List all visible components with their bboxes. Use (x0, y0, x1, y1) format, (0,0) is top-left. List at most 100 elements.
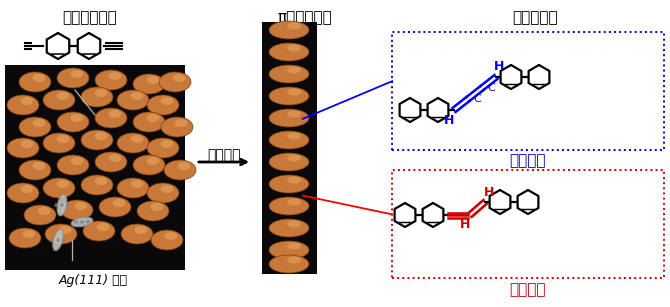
Text: クムレン: クムレン (510, 153, 546, 168)
Ellipse shape (287, 22, 301, 29)
Text: エンイン: エンイン (510, 282, 546, 297)
Ellipse shape (56, 135, 70, 143)
Ellipse shape (135, 226, 147, 234)
Ellipse shape (287, 154, 301, 161)
Ellipse shape (147, 183, 179, 203)
Ellipse shape (165, 232, 178, 240)
Ellipse shape (164, 160, 196, 180)
Ellipse shape (161, 185, 174, 193)
Text: H: H (444, 114, 454, 126)
Ellipse shape (133, 155, 165, 175)
Ellipse shape (70, 70, 83, 78)
Ellipse shape (287, 88, 301, 95)
Text: 化学的同定: 化学的同定 (512, 10, 558, 25)
Ellipse shape (131, 135, 143, 143)
Ellipse shape (117, 178, 149, 198)
Ellipse shape (287, 67, 301, 73)
Ellipse shape (113, 199, 125, 207)
Ellipse shape (287, 45, 301, 52)
Ellipse shape (38, 207, 50, 215)
Ellipse shape (66, 203, 70, 207)
Ellipse shape (287, 220, 301, 227)
Ellipse shape (133, 112, 165, 132)
Ellipse shape (81, 130, 113, 150)
Ellipse shape (80, 220, 84, 223)
Ellipse shape (19, 117, 51, 137)
Ellipse shape (57, 194, 67, 216)
Text: H: H (460, 219, 470, 231)
Ellipse shape (131, 180, 143, 188)
Ellipse shape (50, 238, 54, 242)
Ellipse shape (269, 65, 309, 83)
Ellipse shape (147, 157, 159, 165)
Ellipse shape (131, 92, 143, 100)
Text: 末端アルキン: 末端アルキン (62, 10, 117, 25)
Ellipse shape (287, 133, 301, 139)
Ellipse shape (121, 224, 153, 244)
Ellipse shape (287, 257, 301, 263)
Ellipse shape (109, 110, 121, 118)
Ellipse shape (57, 68, 89, 88)
Ellipse shape (161, 140, 174, 148)
Ellipse shape (159, 72, 191, 92)
Ellipse shape (43, 90, 75, 110)
Ellipse shape (56, 180, 70, 188)
Ellipse shape (70, 114, 83, 122)
Ellipse shape (33, 74, 46, 82)
Ellipse shape (83, 221, 115, 241)
Ellipse shape (58, 226, 72, 234)
Ellipse shape (21, 140, 34, 148)
Ellipse shape (62, 238, 66, 242)
Ellipse shape (74, 202, 87, 210)
Bar (5, 65, 185, 270)
Ellipse shape (95, 108, 127, 128)
Ellipse shape (269, 43, 309, 61)
Text: H: H (484, 186, 494, 200)
Ellipse shape (7, 95, 39, 115)
Ellipse shape (95, 70, 127, 90)
Ellipse shape (287, 111, 301, 118)
Ellipse shape (161, 117, 193, 137)
Ellipse shape (109, 72, 121, 80)
Ellipse shape (269, 197, 309, 215)
Ellipse shape (94, 132, 107, 140)
Ellipse shape (43, 133, 75, 153)
Ellipse shape (57, 155, 89, 175)
Ellipse shape (109, 154, 121, 162)
Ellipse shape (23, 230, 36, 238)
Ellipse shape (147, 114, 159, 122)
Bar (392, 170, 664, 278)
Ellipse shape (269, 255, 309, 273)
Bar (392, 32, 664, 150)
Ellipse shape (56, 238, 60, 242)
Ellipse shape (133, 74, 165, 94)
Ellipse shape (70, 157, 83, 165)
Ellipse shape (269, 87, 309, 105)
Ellipse shape (45, 224, 77, 244)
Ellipse shape (269, 153, 309, 171)
Ellipse shape (287, 243, 301, 250)
Ellipse shape (175, 119, 188, 127)
Ellipse shape (19, 72, 51, 92)
Text: C: C (487, 83, 494, 93)
Ellipse shape (71, 217, 93, 227)
Ellipse shape (151, 203, 163, 211)
Ellipse shape (94, 89, 107, 97)
Ellipse shape (269, 131, 309, 149)
Ellipse shape (151, 230, 183, 250)
Ellipse shape (99, 197, 131, 217)
Ellipse shape (269, 241, 309, 259)
Ellipse shape (147, 138, 179, 158)
Ellipse shape (95, 152, 127, 172)
Ellipse shape (21, 185, 34, 193)
Ellipse shape (161, 97, 174, 105)
Ellipse shape (86, 220, 90, 223)
Bar (262, 22, 317, 274)
Ellipse shape (147, 76, 159, 84)
Ellipse shape (269, 21, 309, 39)
Ellipse shape (287, 177, 301, 184)
Text: Ag(111) 基板: Ag(111) 基板 (58, 274, 127, 287)
Ellipse shape (53, 229, 63, 251)
Ellipse shape (81, 175, 113, 195)
Ellipse shape (43, 178, 75, 198)
